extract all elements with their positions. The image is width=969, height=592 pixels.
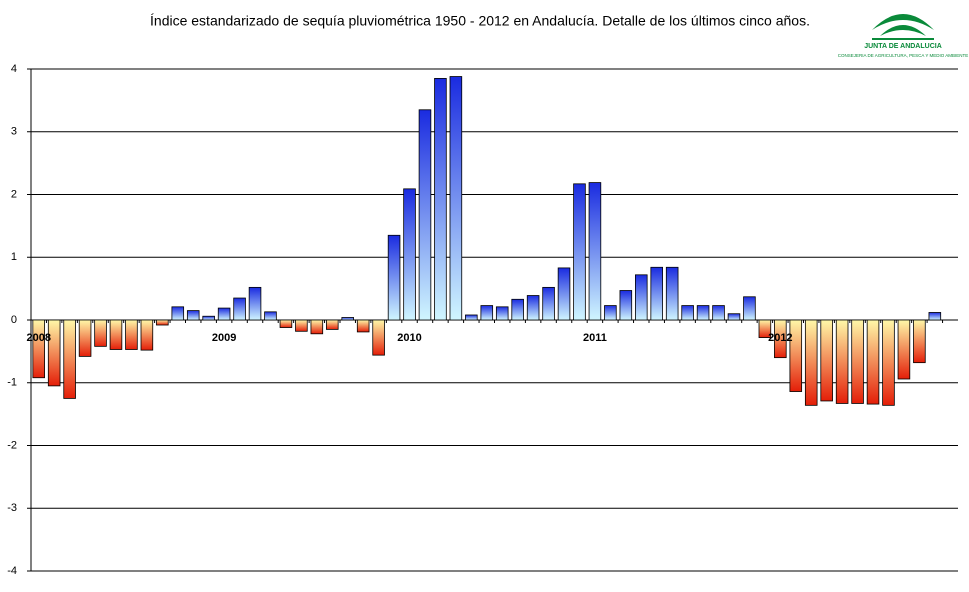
bar xyxy=(774,319,787,359)
bar xyxy=(63,319,76,399)
bar xyxy=(897,319,911,380)
x-tick-label: 2009 xyxy=(212,332,236,344)
bar xyxy=(186,310,200,321)
bar xyxy=(727,313,741,321)
bar xyxy=(557,267,571,321)
bar xyxy=(835,319,849,404)
bar xyxy=(449,76,463,321)
bar xyxy=(465,314,478,321)
y-tick-label: 4 xyxy=(11,63,17,75)
bar xyxy=(573,183,586,321)
bar xyxy=(156,319,169,326)
bar xyxy=(851,319,864,404)
bar xyxy=(526,295,540,321)
bar xyxy=(32,319,45,379)
bar xyxy=(341,317,354,321)
bar xyxy=(171,306,185,321)
y-tick-label: -4 xyxy=(7,565,17,577)
bar xyxy=(650,266,663,321)
bar xyxy=(635,274,648,321)
bar xyxy=(233,297,246,321)
bar xyxy=(326,319,339,330)
bar xyxy=(403,188,416,321)
bar xyxy=(202,315,215,321)
logo-name: JUNTA DE ANDALUCIA xyxy=(864,43,942,50)
bar xyxy=(78,319,92,357)
logo-department: CONSEJERIA DE AGRICULTURA, PESCA Y MEDIO… xyxy=(838,53,969,58)
y-tick-label: -1 xyxy=(7,377,17,389)
x-tick-label: 2012 xyxy=(768,332,792,344)
bar xyxy=(882,319,895,406)
x-tick-label: 2008 xyxy=(26,332,50,344)
y-tick-label: 1 xyxy=(11,251,17,263)
bar xyxy=(94,319,107,347)
y-tick-label: 0 xyxy=(11,314,17,326)
bar xyxy=(604,305,617,321)
y-tick-label: -2 xyxy=(7,439,17,451)
bar xyxy=(434,78,447,321)
bar xyxy=(681,305,694,321)
bar xyxy=(140,319,154,351)
bar xyxy=(743,296,756,321)
bar xyxy=(928,312,942,321)
bar xyxy=(511,298,524,321)
bar xyxy=(387,234,401,321)
bar xyxy=(279,319,293,328)
bar xyxy=(789,319,803,392)
bar xyxy=(820,319,833,402)
x-tick-label: 2011 xyxy=(583,332,607,344)
bar xyxy=(125,319,138,350)
bar xyxy=(913,319,926,364)
bar xyxy=(418,109,432,321)
bar xyxy=(495,306,509,321)
bar xyxy=(542,286,555,321)
logo: JUNTA DE ANDALUCIA CONSEJERIA DE AGRICUL… xyxy=(838,14,969,58)
bar xyxy=(248,286,262,321)
bar xyxy=(217,307,231,321)
bar xyxy=(665,266,679,321)
bar xyxy=(804,319,818,406)
y-tick-label: -3 xyxy=(7,502,17,514)
bar xyxy=(758,319,772,338)
bar xyxy=(109,319,123,350)
bar xyxy=(295,319,308,332)
bar xyxy=(696,305,710,321)
bar xyxy=(712,305,725,321)
bar xyxy=(372,319,385,356)
bar xyxy=(47,319,61,387)
bar xyxy=(356,319,370,333)
bar xyxy=(588,182,602,321)
bar xyxy=(866,319,880,405)
y-tick-label: 3 xyxy=(11,126,17,138)
x-tick-label: 2010 xyxy=(397,332,421,344)
chart-title: Índice estandarizado de sequía pluviomét… xyxy=(150,13,810,29)
bar xyxy=(264,311,277,321)
y-tick-label: 2 xyxy=(11,188,17,200)
bar xyxy=(619,290,633,321)
bar xyxy=(480,305,494,321)
bar xyxy=(310,319,324,335)
